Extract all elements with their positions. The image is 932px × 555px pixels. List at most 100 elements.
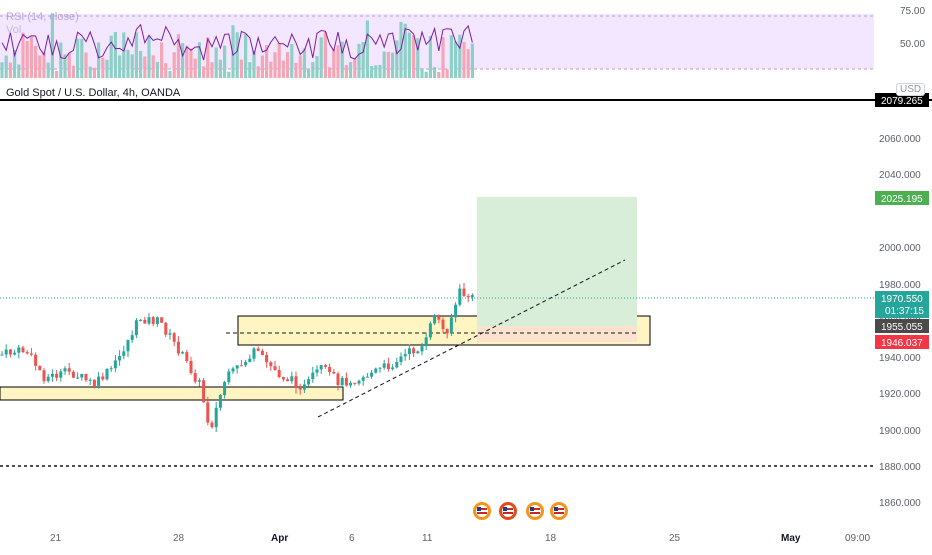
price-tick-label: 1880.000 bbox=[879, 462, 921, 473]
candle-body bbox=[252, 348, 256, 359]
candle-body bbox=[412, 348, 416, 354]
candle-body bbox=[340, 377, 344, 386]
candle-body bbox=[25, 352, 29, 354]
candle-body bbox=[113, 360, 117, 369]
volume-bar bbox=[382, 51, 386, 78]
volume-bar bbox=[214, 47, 218, 78]
candle-body bbox=[260, 350, 264, 355]
volume-bar bbox=[248, 62, 252, 78]
candlesticks bbox=[0, 282, 474, 433]
us-flag-icon[interactable] bbox=[473, 502, 491, 520]
time-axis[interactable]: 21 28 Apr 6 11 18 25 May 09:00 bbox=[50, 533, 870, 544]
volume-bar bbox=[25, 41, 29, 78]
candle-body bbox=[269, 362, 273, 367]
volume-bar bbox=[298, 55, 302, 78]
volume-bar bbox=[424, 71, 428, 78]
volume-bar bbox=[433, 67, 437, 78]
economic-events[interactable] bbox=[473, 502, 568, 520]
price-tick-label: 1980.000 bbox=[879, 280, 921, 291]
candle-body bbox=[67, 368, 71, 372]
volume-bar bbox=[38, 55, 42, 78]
price-tick-label: 1940.000 bbox=[879, 353, 921, 364]
support-zone-left[interactable] bbox=[0, 386, 344, 401]
candle-body bbox=[349, 382, 353, 386]
stop-zone[interactable] bbox=[477, 326, 637, 342]
candle-body bbox=[84, 373, 88, 381]
volume-bar bbox=[155, 61, 159, 78]
volume-bar bbox=[353, 59, 357, 78]
candle-body bbox=[458, 288, 462, 305]
us-flag-icon[interactable] bbox=[499, 502, 517, 520]
symbol-title[interactable]: Gold Spot / U.S. Dollar, 4h, OANDA bbox=[6, 87, 181, 99]
candle-body bbox=[139, 319, 143, 321]
volume-bar bbox=[160, 42, 164, 78]
volume-bar bbox=[445, 69, 449, 78]
candle-body bbox=[38, 365, 42, 371]
volume-bar bbox=[412, 35, 416, 78]
volume-bar bbox=[449, 35, 453, 78]
time-label: 25 bbox=[669, 533, 681, 544]
price-tick-label: 1920.000 bbox=[879, 389, 921, 400]
volume-bar bbox=[344, 64, 348, 78]
volume-bar bbox=[130, 54, 134, 78]
candle-body bbox=[462, 288, 466, 296]
candle-body bbox=[134, 320, 138, 336]
candle-body bbox=[151, 317, 155, 324]
volume-indicator-label[interactable]: Vol bbox=[6, 24, 22, 36]
candle-body bbox=[395, 361, 399, 368]
volume-bar bbox=[328, 67, 332, 78]
time-label: 6 bbox=[349, 533, 355, 544]
candle-body bbox=[407, 348, 411, 355]
candle-body bbox=[248, 358, 252, 363]
volume-bar bbox=[311, 62, 315, 78]
volume-bar bbox=[59, 42, 63, 78]
candle-body bbox=[97, 376, 101, 386]
us-flag-icon[interactable] bbox=[550, 502, 568, 520]
volume-bar bbox=[206, 37, 210, 78]
rsi-axis-50: 50.00 bbox=[900, 39, 925, 50]
trendline-dashed[interactable] bbox=[317, 259, 626, 418]
candle-body bbox=[214, 407, 218, 428]
volume-bar bbox=[319, 37, 323, 78]
volume-bar bbox=[113, 32, 117, 78]
time-label: 09:00 bbox=[845, 533, 870, 544]
candle-body bbox=[0, 354, 4, 356]
volume-bar bbox=[92, 67, 96, 78]
volume-bar bbox=[286, 52, 290, 78]
candle-body bbox=[424, 337, 428, 347]
candle-body bbox=[218, 394, 222, 408]
volume-bar bbox=[143, 56, 147, 78]
candle-body bbox=[88, 379, 92, 381]
candle-body bbox=[189, 360, 193, 374]
volume-bar bbox=[210, 62, 214, 78]
candle-body bbox=[42, 370, 46, 382]
volume-bar bbox=[17, 64, 21, 78]
target-zone[interactable] bbox=[477, 197, 637, 326]
candle-body bbox=[80, 373, 84, 378]
candle-body bbox=[244, 362, 248, 366]
volume-bar bbox=[151, 55, 155, 78]
rsi-indicator-label[interactable]: RSI (14, close) bbox=[6, 11, 79, 23]
candle-body bbox=[433, 315, 437, 324]
volume-bar bbox=[84, 52, 88, 78]
candle-body bbox=[319, 365, 323, 370]
volume-bar bbox=[395, 40, 399, 78]
volume-bar bbox=[181, 43, 185, 78]
volume-bar bbox=[470, 43, 474, 78]
volume-bar bbox=[294, 62, 298, 78]
candle-body bbox=[370, 372, 374, 377]
volume-bar bbox=[340, 41, 344, 78]
currency-badge[interactable]: USD bbox=[896, 83, 926, 96]
us-flag-icon[interactable] bbox=[526, 502, 544, 520]
candle-body bbox=[315, 369, 319, 373]
volume-bar bbox=[109, 35, 113, 78]
candle-body bbox=[357, 380, 361, 384]
volume-bar bbox=[122, 32, 126, 78]
volume-bar bbox=[139, 50, 143, 78]
price-tick-label: 2060.000 bbox=[879, 134, 921, 145]
volume-bar bbox=[336, 45, 340, 78]
candle-body bbox=[29, 353, 33, 355]
time-label: 11 bbox=[422, 533, 433, 544]
